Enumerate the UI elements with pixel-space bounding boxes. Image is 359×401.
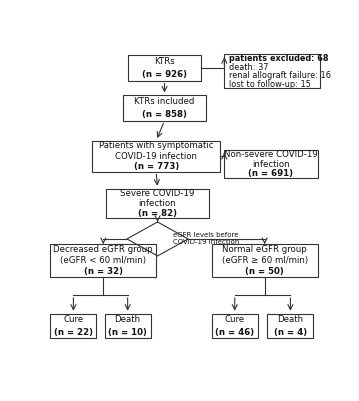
FancyBboxPatch shape (212, 244, 318, 277)
Text: KTRs included: KTRs included (134, 97, 195, 106)
FancyBboxPatch shape (92, 141, 220, 172)
Text: death: 37: death: 37 (229, 63, 269, 71)
Text: (n = 46): (n = 46) (215, 328, 254, 337)
Text: Cure: Cure (225, 315, 245, 324)
Text: infection: infection (252, 160, 290, 169)
Text: (n = 4): (n = 4) (274, 328, 307, 337)
Text: patients excluded: 68: patients excluded: 68 (229, 54, 329, 63)
Text: (n = 773): (n = 773) (134, 162, 179, 171)
FancyBboxPatch shape (224, 54, 320, 88)
Text: (n = 858): (n = 858) (142, 110, 187, 119)
Text: (n = 691): (n = 691) (248, 169, 293, 178)
FancyBboxPatch shape (123, 95, 206, 121)
Polygon shape (127, 222, 188, 256)
Text: Death: Death (278, 315, 303, 324)
Text: Cure: Cure (63, 315, 83, 324)
Text: (eGFR ≥ 60 ml/min): (eGFR ≥ 60 ml/min) (222, 256, 308, 265)
FancyBboxPatch shape (129, 55, 201, 81)
Text: renal allograft failure: 16: renal allograft failure: 16 (229, 71, 331, 80)
Text: (n = 50): (n = 50) (245, 267, 284, 276)
Text: Decreased eGFR group: Decreased eGFR group (53, 245, 153, 254)
Text: lost to follow-up: 15: lost to follow-up: 15 (229, 79, 311, 89)
Text: infection: infection (139, 199, 176, 208)
FancyBboxPatch shape (105, 314, 151, 338)
Text: (eGFR < 60 ml/min): (eGFR < 60 ml/min) (60, 256, 146, 265)
Text: eGFR levels before
COVID-19 infection: eGFR levels before COVID-19 infection (173, 233, 239, 245)
Text: (n = 32): (n = 32) (84, 267, 123, 276)
Text: (n = 22): (n = 22) (54, 328, 93, 337)
FancyBboxPatch shape (224, 150, 318, 178)
Text: (n = 82): (n = 82) (138, 209, 177, 218)
Text: Non-severe COVID-19: Non-severe COVID-19 (224, 150, 318, 159)
FancyBboxPatch shape (212, 314, 258, 338)
Text: KTRs: KTRs (154, 57, 175, 66)
Text: Severe COVID-19: Severe COVID-19 (120, 189, 195, 198)
Text: Death: Death (115, 315, 141, 324)
Text: Normal eGFR group: Normal eGFR group (222, 245, 307, 254)
FancyBboxPatch shape (267, 314, 313, 338)
FancyBboxPatch shape (50, 244, 156, 277)
Text: (n = 10): (n = 10) (108, 328, 147, 337)
Text: Patients with symptomatic: Patients with symptomatic (99, 142, 213, 150)
Text: COVID-19 infection: COVID-19 infection (115, 152, 197, 161)
FancyBboxPatch shape (50, 314, 96, 338)
FancyBboxPatch shape (106, 188, 209, 218)
Text: (n = 926): (n = 926) (142, 70, 187, 79)
